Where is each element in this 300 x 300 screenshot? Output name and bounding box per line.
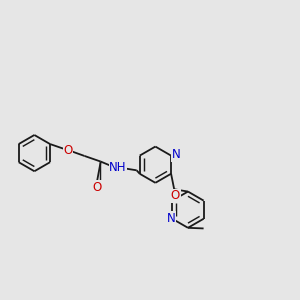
- Text: O: O: [92, 181, 102, 194]
- Text: NH: NH: [109, 161, 127, 174]
- Text: N: N: [167, 212, 176, 225]
- Text: O: O: [171, 189, 180, 202]
- Text: N: N: [172, 148, 181, 161]
- Text: O: O: [64, 144, 73, 157]
